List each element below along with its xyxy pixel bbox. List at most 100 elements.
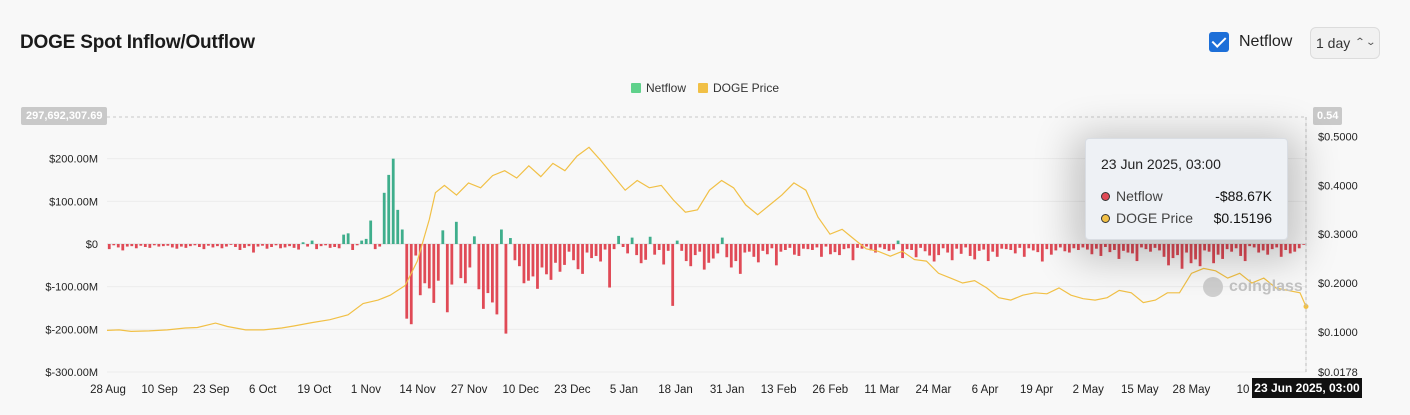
interval-select[interactable]: 1 day ⌃⌄	[1310, 27, 1380, 59]
netflow-bar	[1194, 244, 1197, 260]
legend-swatch-price	[698, 83, 708, 93]
netflow-bar	[991, 244, 995, 252]
netflow-bar	[928, 244, 932, 256]
netflow-bar	[693, 244, 697, 256]
netflow-bar	[495, 244, 499, 315]
netflow-bar	[1108, 244, 1112, 253]
netflow-bar	[1198, 244, 1202, 267]
netflow-bar	[500, 229, 503, 245]
netflow-bar	[1221, 244, 1225, 259]
y-right-max-marker: 0.54	[1313, 107, 1343, 125]
netflow-checkbox[interactable]	[1209, 32, 1229, 52]
y-left-tick-label: $-200.00M	[45, 324, 98, 336]
legend-swatch-netflow	[630, 83, 641, 93]
netflow-bar	[107, 244, 111, 250]
netflow-bar	[761, 244, 765, 251]
netflow-bar	[1275, 244, 1279, 248]
netflow-bar	[423, 244, 427, 284]
coinglass-logo-icon	[1203, 277, 1223, 297]
netflow-bar	[752, 244, 756, 257]
netflow-bar	[301, 242, 305, 245]
netflow-bar	[229, 244, 233, 245]
chart-tooltip: 23 Jun 2025, 03:00 Netflow -$88.67K DOGE…	[1085, 138, 1288, 240]
netflow-bar	[387, 174, 391, 245]
x-tick-label: 27 Nov	[451, 384, 488, 396]
y-left-tick-label: $100.00M	[49, 196, 98, 208]
netflow-bar	[324, 244, 328, 246]
netflow-bar	[238, 244, 242, 250]
x-tick-label: 31 Jan	[710, 384, 745, 396]
netflow-bar	[216, 244, 219, 247]
netflow-bar	[621, 244, 625, 247]
netflow-bar	[157, 244, 161, 247]
x-tick-label: 1 Nov	[351, 384, 381, 396]
netflow-bar	[720, 237, 724, 245]
netflow-bar	[1009, 244, 1013, 250]
x-tick-label: 18 Jan	[658, 384, 693, 396]
netflow-bar	[896, 240, 900, 245]
tooltip-date: 23 Jun 2025, 03:00	[1101, 156, 1221, 172]
netflow-bar	[531, 244, 535, 277]
netflow-bar	[436, 244, 440, 281]
netflow-bar	[802, 244, 805, 249]
netflow-bar	[1234, 244, 1238, 249]
netflow-bar	[1203, 244, 1206, 251]
netflow-bar	[125, 244, 129, 247]
netflow-bar	[472, 236, 476, 245]
netflow-bar	[838, 244, 841, 256]
netflow-bar	[490, 244, 494, 303]
netflow-bar	[261, 244, 264, 246]
netflow-bar	[1297, 244, 1301, 249]
netflow-bar	[328, 244, 332, 248]
netflow-bar	[306, 244, 309, 247]
x-tick-label: 19 Apr	[1020, 384, 1053, 396]
netflow-bar	[378, 244, 382, 247]
netflow-bar	[450, 244, 454, 285]
watermark-text: coinglass	[1229, 278, 1303, 295]
netflow-bar	[932, 244, 936, 262]
interval-value: 1 day	[1315, 35, 1351, 51]
tooltip-row-netflow: Netflow -$88.67K	[1101, 188, 1272, 204]
netflow-bar	[463, 244, 467, 284]
legend-item-price[interactable]: DOGE Price	[698, 81, 779, 95]
netflow-bar	[973, 244, 977, 260]
netflow-bar	[1167, 244, 1170, 266]
netflow-bar	[883, 244, 886, 250]
x-tick-label: 23 Dec	[554, 384, 591, 396]
netflow-bar	[148, 244, 152, 248]
netflow-bar	[220, 244, 224, 249]
x-tick-label: 14 Nov	[399, 384, 436, 396]
netflow-bar	[892, 244, 895, 250]
netflow-bar	[1058, 244, 1062, 248]
netflow-bar	[1126, 244, 1130, 253]
netflow-bar	[729, 244, 733, 268]
x-tick-label: 10 Dec	[503, 384, 540, 396]
legend-item-netflow[interactable]: Netflow	[630, 81, 686, 95]
netflow-bar	[522, 244, 526, 284]
netflow-bar	[1045, 244, 1049, 250]
tooltip-value-price: $0.15196	[1213, 210, 1272, 226]
netflow-bar	[635, 244, 639, 256]
netflow-bar	[878, 244, 882, 248]
netflow-bar	[914, 244, 918, 258]
netflow-bar	[725, 244, 729, 258]
netflow-bar	[265, 244, 269, 249]
netflow-toggle[interactable]: Netflow	[1209, 32, 1292, 52]
netflow-bar	[1054, 244, 1058, 251]
netflow-bar	[1180, 244, 1184, 269]
netflow-bar	[599, 244, 602, 262]
netflow-bar	[783, 244, 787, 250]
netflow-bar	[779, 244, 783, 252]
y-left-tick-label: $-300.00M	[45, 367, 98, 379]
netflow-bar	[662, 244, 666, 265]
netflow-bar	[486, 244, 490, 294]
netflow-bar	[716, 244, 720, 254]
netflow-bar	[274, 244, 278, 246]
netflow-bar	[657, 244, 661, 250]
netflow-bar	[319, 244, 323, 247]
netflow-bar	[1230, 244, 1234, 252]
netflow-bar	[986, 244, 990, 262]
netflow-bar	[211, 244, 215, 248]
netflow-bar	[680, 244, 684, 251]
